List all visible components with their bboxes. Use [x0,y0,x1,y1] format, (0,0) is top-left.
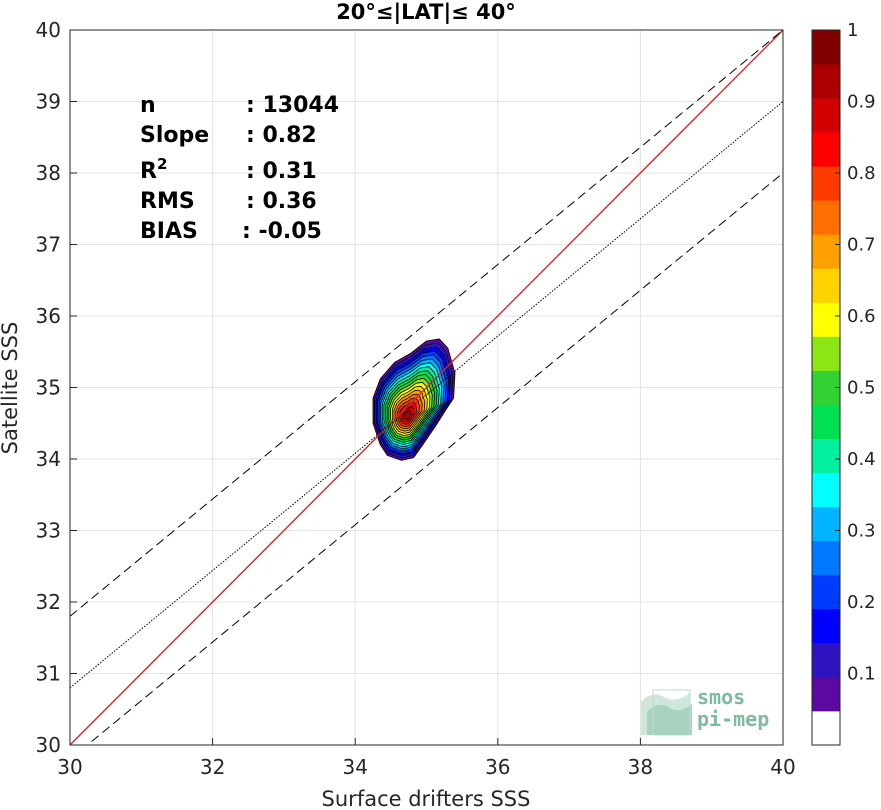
colorbar-tick-label: 1 [847,20,858,41]
colorbar-tick-label: 0.6 [847,306,876,327]
x-tick-label: 36 [485,755,510,779]
smos-pimep-logo: smos pi-mep [641,685,769,736]
stat-label: R2 [140,155,167,184]
stat-label: RMS [140,189,195,214]
colorbar-segment [812,98,840,133]
x-tick-label: 40 [770,755,795,779]
colorbar-segment [812,710,840,746]
colorbar-segment [812,472,840,508]
colorbar-tick-label: 0.2 [847,592,876,613]
colorbar-segment [812,64,840,99]
colorbar-segment [812,302,840,337]
statistics-box: n : 13044 Slope : 0.82 R2 : 0.31 RMS : 0.36 BIAS… [140,93,339,244]
colorbar-segment [812,166,840,201]
y-tick-label: 36 [36,304,61,328]
chart-title: 20°≤|LAT|≤ 40° [336,0,516,25]
stat-value: : 0.82 [246,123,317,148]
y-tick-label: 31 [36,662,61,686]
logo-line2: pi-mep [697,707,769,731]
stat-value: : 0.31 [246,159,317,184]
stat-label: Slope [140,123,209,148]
colorbar-tick-label: 0.1 [847,664,876,685]
colorbar-segment [812,506,840,542]
stat-value: : 0.36 [246,189,317,214]
colorbar-tick-label: 0.8 [847,163,876,184]
colorbar-tick-label: 0.3 [847,521,876,542]
y-tick-label: 34 [36,447,61,471]
colorbar-tick-label: 0.7 [847,235,876,256]
x-tick-label: 32 [200,755,225,779]
y-tick-label: 39 [36,90,61,114]
logo-line1: smos [697,685,745,709]
stat-label: BIAS [140,219,198,244]
upper-band-line [70,30,783,617]
x-axis: 30 32 34 36 38 40 [57,738,796,779]
colorbar-segment [812,404,840,439]
y-tick-label: 30 [36,733,61,757]
regression-lines [70,30,783,745]
y-axis-label: Satellite SSS [0,322,22,455]
identity-line [70,30,783,745]
y-tick-label: 32 [36,590,61,614]
colorbar-segment [812,574,840,610]
colorbar-segment [812,642,840,678]
colorbar-segment [812,540,840,576]
fit-line [70,101,783,689]
colorbar-segment [812,200,840,235]
x-tick-label: 38 [628,755,653,779]
colorbar-segment [812,336,840,371]
colorbar-segment [812,676,840,712]
colorbar-segment [812,30,840,65]
colorbar-tick-label: 0.9 [847,92,876,113]
colorbar-segment [812,132,840,167]
stat-label: n [140,93,156,118]
y-tick-label: 40 [36,18,61,42]
colorbar: 0.1 0.2 0.3 0.4 0.5 0.6 0.7 0.8 0.9 1 [811,20,876,746]
colorbar-segment [812,268,840,303]
colorbar-segment [812,234,840,269]
y-axis: 30 31 32 33 34 35 36 37 38 39 40 [36,18,77,757]
y-tick-label: 37 [36,233,61,257]
y-tick-label: 38 [36,161,61,185]
x-axis-label: Surface drifters SSS [322,787,531,810]
y-tick-label: 33 [36,519,61,543]
x-tick-label: 34 [342,755,367,779]
colorbar-tick-label: 0.4 [847,449,876,470]
stat-value: : -0.05 [242,219,322,244]
stat-value: : 13044 [246,93,339,118]
colorbar-segment [812,438,840,474]
lower-band-line [86,172,783,745]
colorbar-segment [812,608,840,644]
y-tick-label: 35 [36,376,61,400]
colorbar-tick-label: 0.5 [847,378,876,399]
x-tick-label: 30 [57,755,82,779]
density-contour [403,410,411,420]
